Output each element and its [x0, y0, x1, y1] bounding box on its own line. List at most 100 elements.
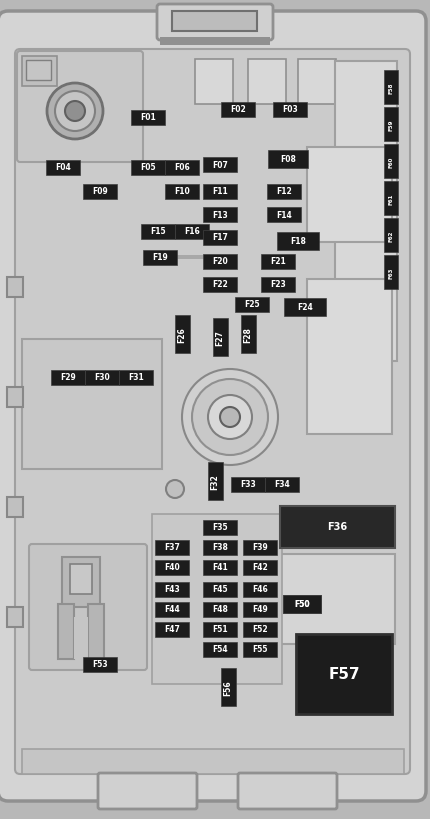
Text: F29: F29 — [60, 373, 76, 382]
Text: F54: F54 — [212, 645, 228, 654]
Bar — [119, 370, 153, 385]
Circle shape — [208, 396, 252, 440]
Bar — [7, 607, 23, 627]
Text: F03: F03 — [282, 106, 298, 115]
Bar — [165, 161, 199, 175]
Text: F17: F17 — [212, 233, 228, 242]
Text: F36: F36 — [327, 522, 347, 532]
Bar — [243, 560, 277, 575]
Text: F44: F44 — [164, 604, 180, 613]
Bar — [74, 618, 88, 659]
Bar — [155, 540, 189, 554]
Circle shape — [65, 102, 85, 122]
Text: F55: F55 — [252, 645, 268, 654]
Bar — [203, 230, 237, 245]
FancyBboxPatch shape — [157, 5, 273, 41]
Bar — [280, 554, 395, 645]
Bar — [51, 370, 85, 385]
Circle shape — [47, 84, 103, 140]
Text: F15: F15 — [150, 227, 166, 236]
Text: F38: F38 — [212, 543, 228, 552]
Text: F30: F30 — [94, 373, 110, 382]
FancyBboxPatch shape — [15, 50, 410, 774]
Bar — [267, 184, 301, 199]
Text: F27: F27 — [215, 330, 224, 346]
Bar — [7, 387, 23, 408]
Bar — [83, 184, 117, 199]
Bar — [231, 477, 265, 492]
Bar — [203, 560, 237, 575]
Bar — [307, 279, 392, 434]
Bar — [384, 108, 398, 142]
Bar — [145, 256, 205, 260]
Text: F32: F32 — [211, 473, 219, 489]
Bar — [155, 560, 189, 575]
Bar — [240, 315, 255, 354]
Bar — [175, 315, 190, 354]
Bar — [267, 207, 301, 222]
Circle shape — [166, 481, 184, 499]
Text: F26: F26 — [178, 327, 187, 342]
Text: F04: F04 — [55, 163, 71, 172]
Bar — [203, 277, 237, 292]
Bar — [283, 595, 321, 613]
Text: F56: F56 — [224, 679, 233, 695]
Bar — [160, 38, 270, 46]
Circle shape — [182, 369, 278, 465]
FancyBboxPatch shape — [0, 12, 426, 801]
Text: F06: F06 — [174, 163, 190, 172]
Bar — [165, 184, 199, 199]
Text: F31: F31 — [128, 373, 144, 382]
Text: F10: F10 — [174, 188, 190, 197]
Bar — [203, 540, 237, 554]
Bar — [131, 111, 165, 125]
Bar — [298, 60, 336, 105]
FancyBboxPatch shape — [98, 773, 197, 809]
FancyBboxPatch shape — [238, 773, 337, 809]
Text: F33: F33 — [240, 480, 256, 489]
Bar — [384, 145, 398, 179]
Text: F53: F53 — [92, 659, 108, 668]
Text: F12: F12 — [276, 188, 292, 197]
Bar — [155, 581, 189, 597]
Text: F49: F49 — [252, 604, 268, 613]
Text: F63: F63 — [388, 267, 393, 278]
Text: F45: F45 — [212, 585, 228, 594]
Text: F18: F18 — [290, 238, 306, 247]
Bar — [235, 297, 269, 312]
Text: F40: F40 — [164, 563, 180, 572]
Text: F01: F01 — [140, 113, 156, 122]
Text: F14: F14 — [276, 210, 292, 219]
Bar — [195, 60, 233, 105]
Bar — [22, 57, 57, 87]
Bar — [261, 277, 295, 292]
Bar — [273, 102, 307, 117]
Text: F08: F08 — [280, 156, 296, 165]
Bar — [7, 278, 23, 297]
Bar — [203, 602, 237, 617]
Bar — [62, 557, 100, 607]
Bar — [143, 250, 177, 265]
Text: F34: F34 — [274, 480, 290, 489]
Bar — [26, 61, 51, 81]
Circle shape — [55, 92, 95, 132]
Bar — [58, 604, 74, 659]
Bar — [248, 60, 286, 105]
Text: F47: F47 — [164, 625, 180, 634]
Bar — [212, 319, 227, 356]
Text: F25: F25 — [244, 300, 260, 309]
Text: F58: F58 — [388, 82, 393, 93]
Text: F46: F46 — [252, 585, 268, 594]
Bar — [384, 256, 398, 290]
Bar — [243, 540, 277, 554]
Text: F07: F07 — [212, 161, 228, 170]
Bar — [203, 581, 237, 597]
Bar — [384, 219, 398, 253]
Text: F59: F59 — [388, 119, 393, 130]
Bar — [203, 184, 237, 199]
Bar — [283, 595, 321, 613]
Text: F24: F24 — [297, 303, 313, 312]
Text: F57: F57 — [328, 667, 360, 681]
FancyBboxPatch shape — [29, 545, 147, 670]
Bar — [243, 581, 277, 597]
